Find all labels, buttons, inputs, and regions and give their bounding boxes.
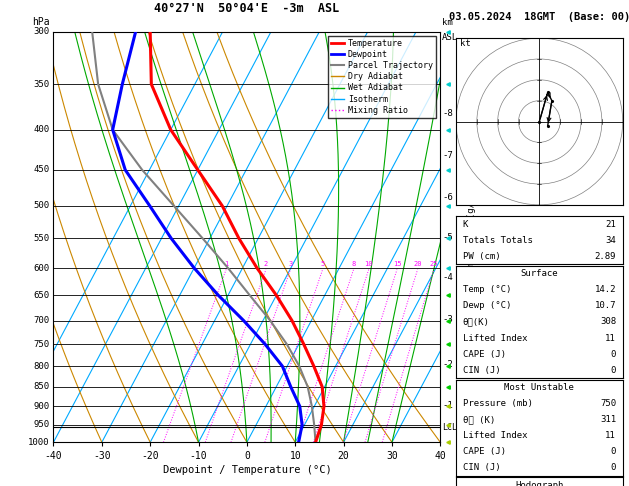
Text: 0: 0 bbox=[611, 447, 616, 456]
Text: CAPE (J): CAPE (J) bbox=[463, 447, 506, 456]
Text: 0: 0 bbox=[611, 365, 616, 375]
Text: 2: 2 bbox=[264, 261, 268, 267]
Text: 750: 750 bbox=[600, 399, 616, 408]
Text: 500: 500 bbox=[33, 201, 50, 210]
Text: -7: -7 bbox=[442, 152, 453, 160]
Text: 300: 300 bbox=[33, 27, 50, 36]
Text: -6: -6 bbox=[442, 193, 453, 202]
Text: CIN (J): CIN (J) bbox=[463, 365, 500, 375]
Text: CIN (J): CIN (J) bbox=[463, 463, 500, 472]
Text: 0: 0 bbox=[611, 463, 616, 472]
Text: LCL: LCL bbox=[442, 423, 457, 432]
Text: CAPE (J): CAPE (J) bbox=[463, 349, 506, 359]
Text: 10.7: 10.7 bbox=[594, 301, 616, 311]
Text: Pressure (mb): Pressure (mb) bbox=[463, 399, 533, 408]
Text: 21: 21 bbox=[605, 220, 616, 229]
Text: -5: -5 bbox=[442, 233, 453, 242]
Text: 400: 400 bbox=[33, 125, 50, 134]
Text: 40°27'N  50°04'E  -3m  ASL: 40°27'N 50°04'E -3m ASL bbox=[154, 2, 340, 15]
Text: 700: 700 bbox=[33, 316, 50, 325]
Text: Dewp (°C): Dewp (°C) bbox=[463, 301, 511, 311]
Text: 950: 950 bbox=[33, 420, 50, 429]
Text: km: km bbox=[442, 18, 453, 28]
Text: 11: 11 bbox=[605, 431, 616, 440]
Text: Hodograph: Hodograph bbox=[515, 481, 564, 486]
Text: -4: -4 bbox=[442, 273, 453, 282]
Text: 3: 3 bbox=[288, 261, 292, 267]
Text: θᴇ(K): θᴇ(K) bbox=[463, 317, 489, 327]
Text: 800: 800 bbox=[33, 362, 50, 371]
Text: 550: 550 bbox=[33, 234, 50, 243]
Text: 8: 8 bbox=[352, 261, 355, 267]
Text: 750: 750 bbox=[33, 340, 50, 348]
Text: -1: -1 bbox=[442, 401, 453, 410]
Text: Lifted Index: Lifted Index bbox=[463, 333, 527, 343]
Text: K: K bbox=[463, 220, 468, 229]
Text: -3: -3 bbox=[442, 315, 453, 324]
Text: θᴇ (K): θᴇ (K) bbox=[463, 415, 495, 424]
Text: hPa: hPa bbox=[32, 17, 50, 28]
Legend: Temperature, Dewpoint, Parcel Trajectory, Dry Adiabat, Wet Adiabat, Isotherm, Mi: Temperature, Dewpoint, Parcel Trajectory… bbox=[328, 36, 436, 118]
Text: 0: 0 bbox=[611, 349, 616, 359]
X-axis label: Dewpoint / Temperature (°C): Dewpoint / Temperature (°C) bbox=[162, 466, 331, 475]
Text: 10: 10 bbox=[364, 261, 373, 267]
Text: Mixing Ratio (g/kg): Mixing Ratio (g/kg) bbox=[467, 186, 476, 288]
Text: Lifted Index: Lifted Index bbox=[463, 431, 527, 440]
Text: 450: 450 bbox=[33, 165, 50, 174]
Text: 15: 15 bbox=[392, 261, 401, 267]
Text: 850: 850 bbox=[33, 382, 50, 391]
Text: 25: 25 bbox=[430, 261, 438, 267]
Text: Temp (°C): Temp (°C) bbox=[463, 285, 511, 295]
Text: 11: 11 bbox=[605, 333, 616, 343]
Text: 900: 900 bbox=[33, 402, 50, 411]
Text: 1: 1 bbox=[224, 261, 228, 267]
Text: Surface: Surface bbox=[521, 269, 558, 278]
Text: ASL: ASL bbox=[442, 33, 459, 42]
Text: 20: 20 bbox=[413, 261, 422, 267]
Text: 03.05.2024  18GMT  (Base: 00): 03.05.2024 18GMT (Base: 00) bbox=[448, 12, 629, 22]
Text: 14.2: 14.2 bbox=[594, 285, 616, 295]
Text: -8: -8 bbox=[442, 108, 453, 118]
Text: 350: 350 bbox=[33, 80, 50, 88]
Text: 650: 650 bbox=[33, 291, 50, 300]
Text: 308: 308 bbox=[600, 317, 616, 327]
Text: 311: 311 bbox=[600, 415, 616, 424]
Text: PW (cm): PW (cm) bbox=[463, 252, 500, 261]
Text: Totals Totals: Totals Totals bbox=[463, 236, 533, 245]
Text: -2: -2 bbox=[442, 360, 453, 369]
Text: 5: 5 bbox=[321, 261, 325, 267]
Text: 600: 600 bbox=[33, 263, 50, 273]
Text: Most Unstable: Most Unstable bbox=[504, 383, 574, 392]
Text: 2.89: 2.89 bbox=[594, 252, 616, 261]
Text: 1000: 1000 bbox=[28, 438, 50, 447]
Text: 34: 34 bbox=[605, 236, 616, 245]
Text: kt: kt bbox=[460, 39, 471, 49]
